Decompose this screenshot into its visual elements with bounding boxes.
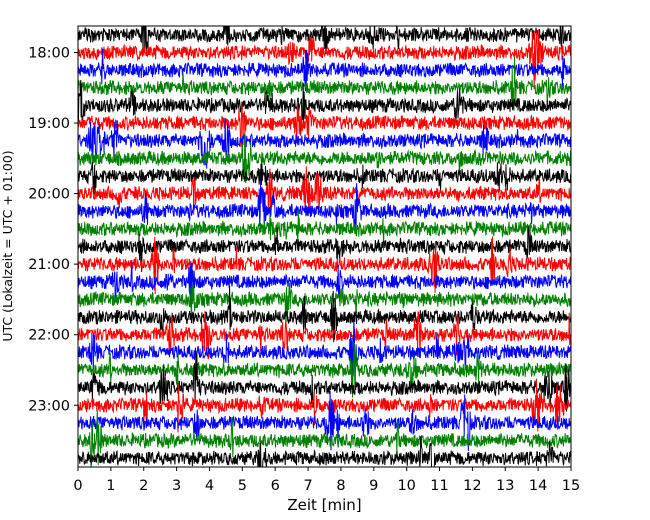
y-tick-label: 19:00 [28,116,70,132]
seismic-trace [78,181,571,234]
seismic-trace [78,436,571,467]
seismic-trace [78,56,571,111]
seismic-trace [78,48,571,92]
seismic-trace [78,166,571,217]
seismic-traces [78,26,571,467]
x-tick-label: 9 [369,478,378,494]
seismic-trace [78,285,571,343]
seismic-trace [78,226,571,273]
x-axis: 0 1 2 3 4 5 6 7 8 9 10 11 12 13 14 15 [73,467,580,494]
seismic-trace [78,350,571,412]
seismic-trace [78,80,571,126]
seismic-trace [78,210,571,251]
seismic-trace [78,259,571,318]
y-tick-label: 20:00 [28,187,70,203]
y-tick-label: 21:00 [28,257,70,273]
y-axis: 18:00 19:00 20:00 21:00 22:00 23:00 [28,45,78,414]
x-tick-label: 0 [73,478,82,494]
seismic-trace [78,117,571,169]
seismic-trace [78,26,571,57]
x-tick-label: 13 [496,478,514,494]
x-tick-label: 6 [271,478,280,494]
seismic-trace [78,134,571,184]
seismic-trace [78,101,571,148]
seismic-trace [78,282,571,322]
seismic-trace [78,310,571,360]
x-tick-label: 11 [430,478,448,494]
x-tick-label: 14 [529,478,547,494]
y-tick-label: 22:00 [28,328,70,344]
seismic-trace [78,378,571,433]
y-tick-label: 23:00 [28,398,70,414]
seismic-trace [78,319,571,383]
seismic-trace [78,409,571,467]
x-tick-label: 1 [106,478,115,494]
x-tick-label: 4 [205,478,214,494]
seismic-trace [78,390,571,452]
seismic-trace [78,342,571,398]
x-tick-label: 10 [397,478,415,494]
x-tick-label: 3 [172,478,181,494]
y-tick-label: 18:00 [28,45,70,61]
seismic-trace [78,161,571,195]
x-tick-label: 12 [463,478,481,494]
x-axis-label: Zeit [min] [287,496,361,514]
seismic-trace [78,29,571,90]
x-tick-label: 15 [562,478,580,494]
y-axis-label: UTC (Lokalzeit = UTC + 01:00) [0,150,15,341]
seismic-trace [78,236,571,295]
x-tick-label: 8 [336,478,345,494]
x-tick-label: 5 [238,478,247,494]
plot-frame [77,25,572,468]
x-tick-label: 2 [139,478,148,494]
x-tick-label: 7 [303,478,312,494]
